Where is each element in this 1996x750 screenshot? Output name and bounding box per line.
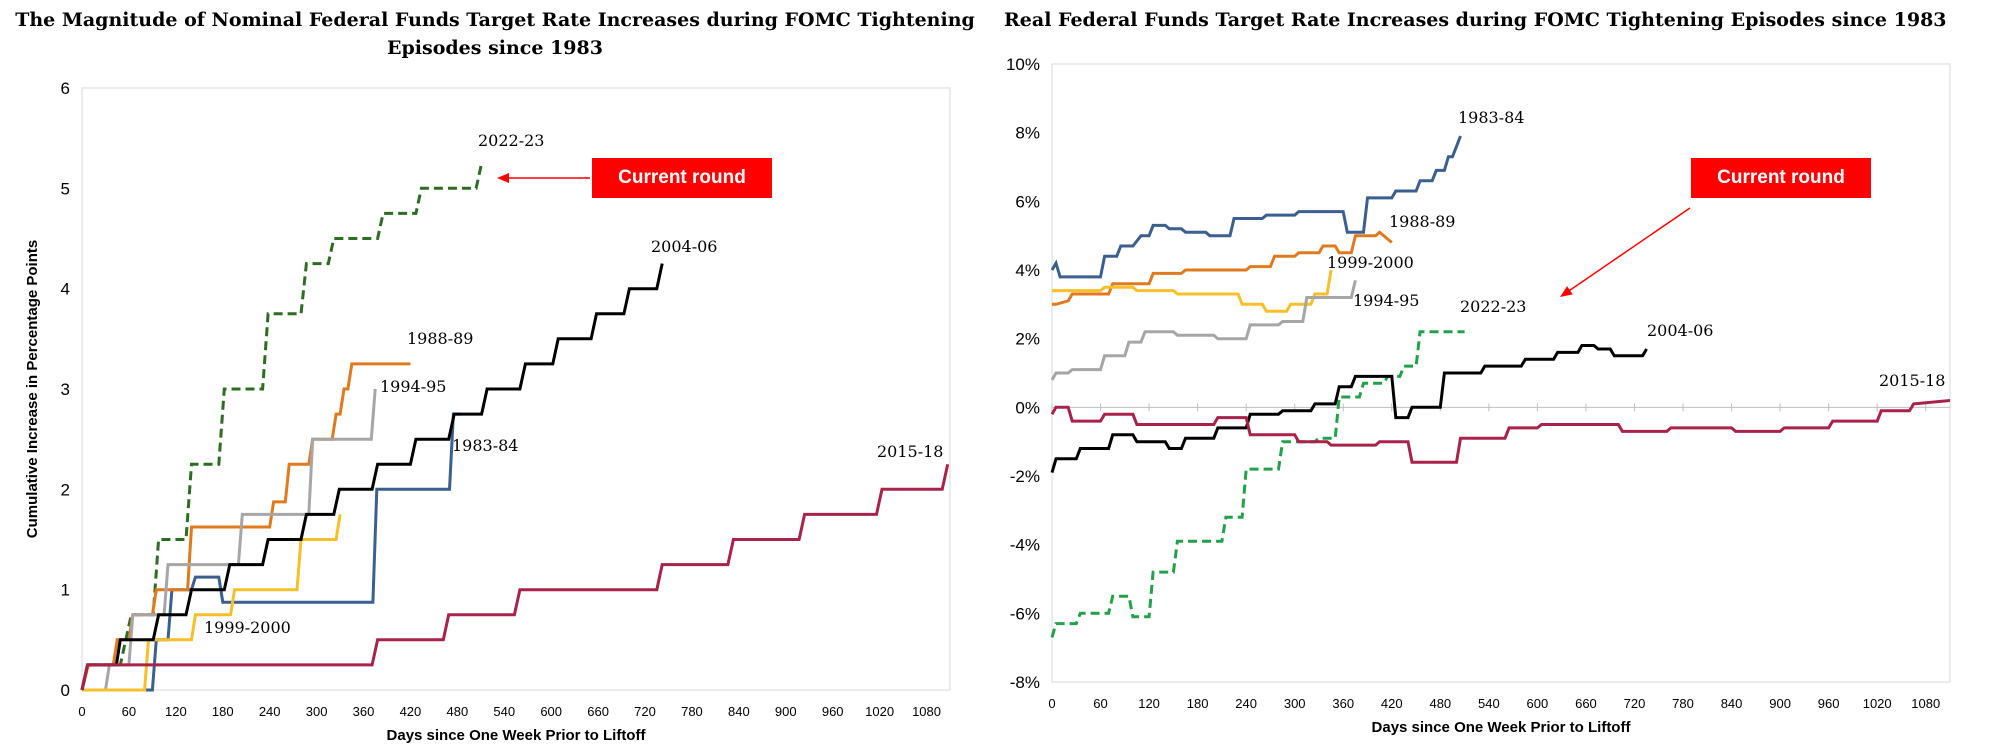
x-tick-label: 0 [78, 704, 85, 719]
x-tick-label: 660 [587, 704, 609, 719]
x-tick-label: 600 [1527, 696, 1549, 711]
y-tick-label: 1 [61, 581, 70, 600]
series-line-2022-23 [80, 162, 484, 691]
x-tick-label: 300 [1284, 696, 1306, 711]
y-tick-label: 6 [61, 79, 70, 98]
x-tick-label: 960 [822, 704, 844, 719]
x-tick-label: 540 [493, 704, 515, 719]
series-label-2004-06: 2004-06 [1647, 321, 1713, 340]
x-tick-label: 480 [1429, 696, 1451, 711]
x-tick-label: 480 [446, 704, 468, 719]
x-tick-label: 840 [1721, 696, 1743, 711]
y-tick-label: -2% [1010, 467, 1040, 486]
series-label-1999-2000: 1999-2000 [1327, 253, 1414, 272]
series-label-1988-89: 1988-89 [1389, 212, 1455, 231]
series-line-1983-84 [1050, 135, 1462, 279]
series-label-1983-84: 1983-84 [1458, 108, 1524, 127]
x-tick-label: 360 [353, 704, 375, 719]
series-label-1983-84: 2004-06 [651, 237, 717, 256]
x-tick-label: 840 [728, 704, 750, 719]
y-tick-label: 0% [1015, 398, 1040, 417]
nominal-rate-chart: The Magnitude of Nominal Federal Funds T… [0, 0, 990, 750]
x-tick-label: 180 [1187, 696, 1209, 711]
x-tick-label: 900 [1769, 696, 1791, 711]
x-tick-label: 120 [165, 704, 187, 719]
series-line-2004-06 [1050, 344, 1648, 474]
nominal-chart-svg: 0 60 120 180 240 300 360 420 480 540 600 660 720 780 8… [24, 79, 951, 744]
x-tick-label: 420 [400, 704, 422, 719]
series-line-1999-2000 [82, 514, 342, 692]
series-line-2022-23 [1050, 330, 1465, 638]
series-line-2015-18 [1050, 399, 1951, 464]
x-tick-label: 960 [1818, 696, 1840, 711]
series-label-2015-18: 2015-18 [877, 442, 943, 461]
series-line-2015-18 [80, 463, 950, 691]
y-axis-title: Cumulative Increase in Percentage Points [24, 240, 41, 538]
callout-arrow [1566, 207, 1691, 294]
y-tick-label: 2 [61, 480, 70, 499]
series-label-2004-06: 1999-2000 [204, 618, 291, 637]
x-axis-title: Days since One Week Prior to Liftoff [1372, 719, 1632, 736]
chart-title: Real Federal Funds Target Rate Increases… [1004, 9, 1947, 31]
chart-title: The Magnitude of Nominal Federal Funds T… [15, 9, 975, 59]
x-tick-label: 60 [122, 704, 136, 719]
x-tick-label: 600 [540, 704, 562, 719]
x-tick-label: 540 [1478, 696, 1500, 711]
x-tick-label: 1020 [865, 704, 894, 719]
series-line-2004-06 [80, 263, 664, 691]
series-line-1983-84 [82, 412, 462, 692]
series-label-1999-2000: 1983-84 [452, 436, 518, 455]
series-label-2022-23: 2022-23 [1460, 297, 1526, 316]
x-tick-label: 720 [1624, 696, 1646, 711]
x-tick-label: 1080 [1911, 696, 1940, 711]
x-axis-title: Days since One Week Prior to Liftoff [387, 727, 647, 744]
x-tick-label: 420 [1381, 696, 1403, 711]
series-line-1999-2000 [1052, 269, 1333, 313]
real-rate-chart: Real Federal Funds Target Rate Increases… [990, 0, 1996, 750]
y-tick-label: 5 [61, 179, 70, 198]
x-tick-label: 660 [1575, 696, 1597, 711]
x-tick-label: 240 [1235, 696, 1257, 711]
x-tick-label: 240 [259, 704, 281, 719]
y-tick-label: 4% [1015, 261, 1040, 280]
y-tick-label: 2% [1015, 330, 1040, 349]
x-tick-label: 1020 [1863, 696, 1892, 711]
plot-area-border [81, 87, 951, 691]
x-tick-label: 780 [681, 704, 703, 719]
x-tick-label: 180 [212, 704, 234, 719]
x-tick-label: 360 [1332, 696, 1354, 711]
y-tick-label: 6% [1015, 192, 1040, 211]
y-tick-label: 0 [61, 681, 70, 700]
series-label-2015-18: 2015-18 [1879, 371, 1945, 390]
x-tick-label: 0 [1048, 696, 1055, 711]
callout-arrowhead [1560, 286, 1573, 297]
x-tick-label: 1080 [912, 704, 941, 719]
y-tick-label: -4% [1010, 536, 1040, 555]
current-round-callout: Current round [1691, 158, 1871, 198]
series-label-2022-23: 2022-23 [478, 131, 544, 150]
x-tick-label: 300 [306, 704, 328, 719]
y-tick-label: 3 [61, 380, 70, 399]
series-label-1988-89: 1988-89 [407, 329, 473, 348]
x-tick-label: 720 [634, 704, 656, 719]
y-tick-label: 4 [61, 280, 70, 299]
series-label-1994-95: 1994-95 [380, 377, 446, 396]
series-line-1988-89 [1052, 230, 1393, 306]
callout-arrowhead [497, 173, 509, 183]
y-tick-label: 10% [1006, 55, 1040, 74]
x-tick-label: 900 [775, 704, 797, 719]
series-line-1994-95 [1050, 279, 1357, 381]
series-label-1994-95: 1994-95 [1353, 291, 1419, 310]
plot-area-border [1051, 63, 1951, 683]
x-tick-label: 780 [1672, 696, 1694, 711]
y-tick-label: 8% [1015, 124, 1040, 143]
x-tick-label: 60 [1093, 696, 1107, 711]
y-tick-label: -6% [1010, 604, 1040, 623]
y-tick-label: -8% [1010, 673, 1040, 692]
x-tick-label: 120 [1138, 696, 1160, 711]
real-chart-svg: 0 60 120 180 240 300 360 420 480 540 600 660 720 780 8… [1006, 55, 1951, 736]
current-round-callout: Current round [592, 158, 772, 198]
